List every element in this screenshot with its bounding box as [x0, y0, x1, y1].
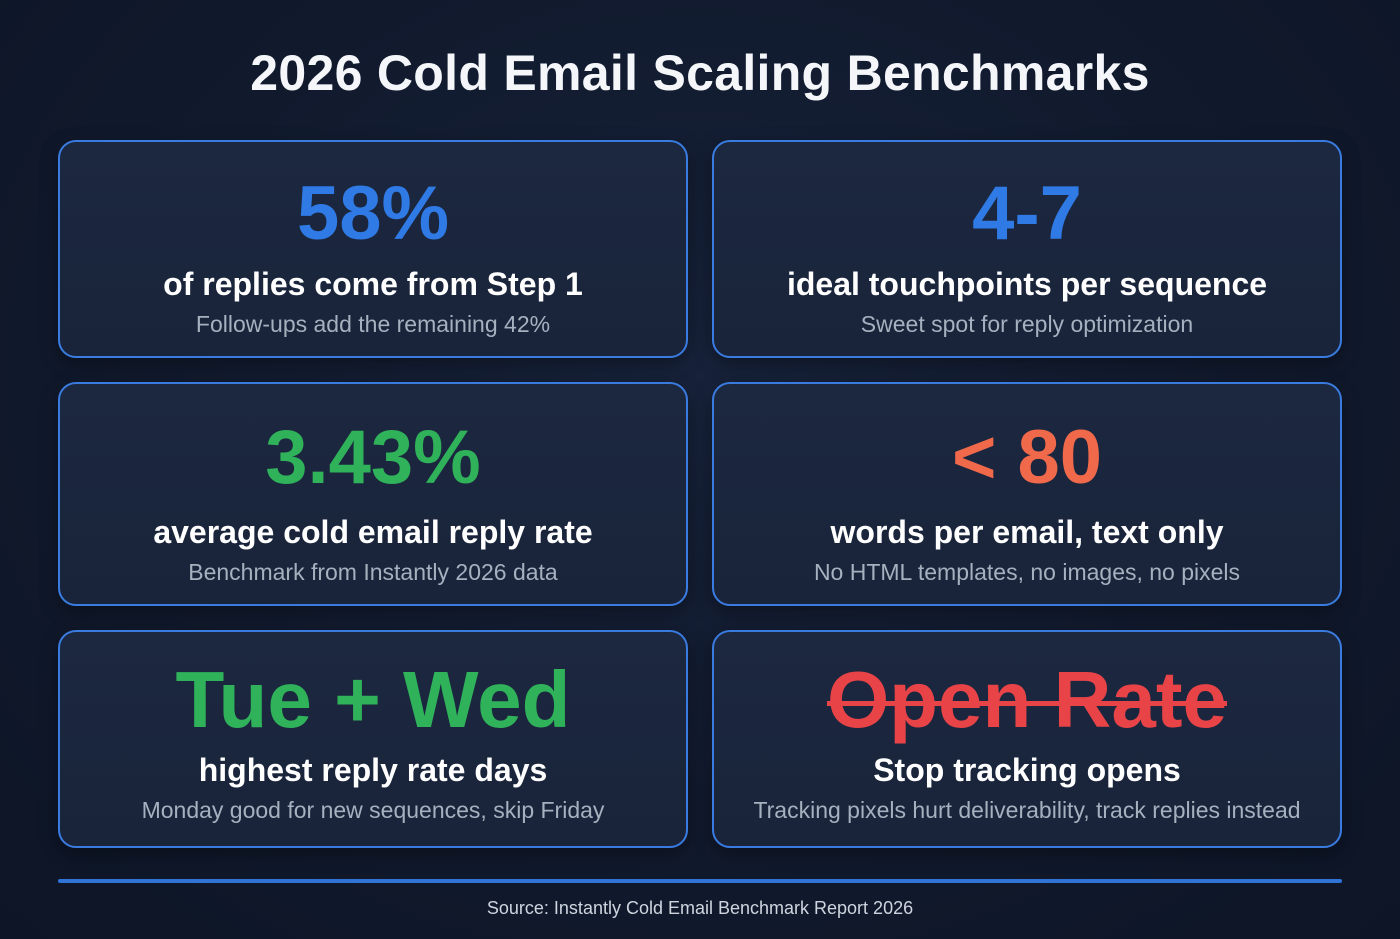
stat-subtext: Follow-ups add the remaining 42%: [195, 311, 551, 337]
stat-label: ideal touchpoints per sequence: [786, 266, 1268, 302]
stat-value: < 80: [951, 415, 1103, 500]
stat-subtext: Sweet spot for reply optimization: [860, 311, 1194, 337]
page-title: 2026 Cold Email Scaling Benchmarks: [250, 45, 1150, 101]
stat-value: 3.43%: [265, 415, 481, 500]
stat-value-struck: Open Rate: [826, 655, 1228, 744]
stat-card-step1-replies: 58% of replies come from Step 1 Follow-u…: [58, 140, 688, 358]
stat-value: 58%: [296, 171, 450, 256]
stat-card-word-count: < 80 words per email, text only No HTML …: [712, 382, 1342, 606]
footer-divider: [58, 879, 1342, 883]
stat-value: Tue + Wed: [175, 655, 571, 744]
stat-card-touchpoints: 4-7 ideal touchpoints per sequence Sweet…: [712, 140, 1342, 358]
stat-label: words per email, text only: [830, 514, 1224, 550]
stat-label: highest reply rate days: [198, 752, 548, 788]
stat-subtext: Monday good for new sequences, skip Frid…: [141, 797, 605, 823]
stat-label: average cold email reply rate: [153, 514, 593, 550]
stat-card-open-rate: Open Rate Stop tracking opens Tracking p…: [712, 630, 1342, 848]
source-caption: Source: Instantly Cold Email Benchmark R…: [486, 898, 914, 918]
stat-label: of replies come from Step 1: [163, 266, 583, 302]
stat-subtext: Benchmark from Instantly 2026 data: [188, 559, 558, 585]
stat-card-best-days: Tue + Wed highest reply rate days Monday…: [58, 630, 688, 848]
stat-card-reply-rate: 3.43% average cold email reply rate Benc…: [58, 382, 688, 606]
stat-label: Stop tracking opens: [873, 752, 1181, 788]
stat-subtext: Tracking pixels hurt deliverability, tra…: [753, 797, 1301, 823]
stat-value: 4-7: [972, 171, 1082, 256]
stat-subtext: No HTML templates, no images, no pixels: [813, 559, 1241, 585]
